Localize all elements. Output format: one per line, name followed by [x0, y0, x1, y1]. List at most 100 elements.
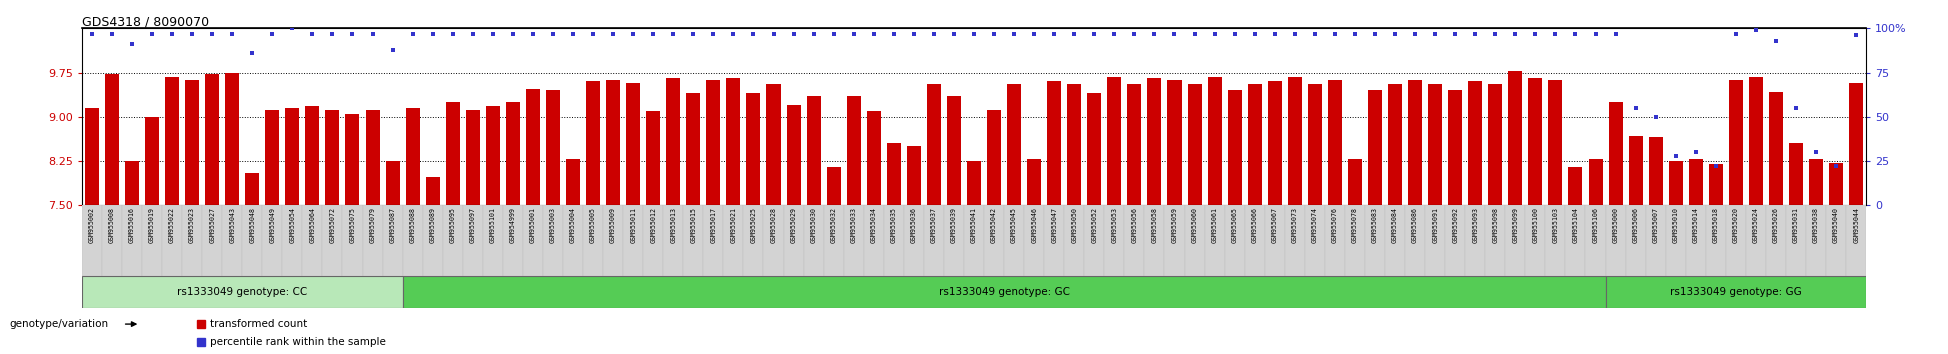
Point	[1159, 31, 1190, 36]
Point	[1560, 31, 1592, 36]
Bar	[263, 205, 282, 276]
Point	[1800, 149, 1831, 155]
Bar	[625, 82, 641, 205]
Text: GSM955016: GSM955016	[129, 207, 134, 244]
Text: GSM955059: GSM955059	[1171, 207, 1177, 244]
Bar	[125, 161, 138, 205]
Bar	[1247, 84, 1262, 205]
Point	[76, 31, 107, 36]
Text: GSM955089: GSM955089	[431, 207, 436, 244]
Text: GSM955097: GSM955097	[469, 207, 475, 244]
Bar	[1068, 84, 1081, 205]
Bar	[1305, 205, 1325, 276]
Text: GSM955033: GSM955033	[851, 207, 857, 244]
Text: GSM955047: GSM955047	[1052, 207, 1058, 244]
Text: GSM955067: GSM955067	[1272, 207, 1278, 244]
Bar	[203, 205, 222, 276]
Point	[1580, 31, 1611, 36]
Text: GSM955076: GSM955076	[1332, 207, 1338, 244]
Bar	[884, 205, 904, 276]
Bar	[604, 205, 623, 276]
Bar	[366, 110, 380, 205]
Text: GSM954999: GSM954999	[510, 207, 516, 244]
Bar	[185, 80, 199, 205]
Bar	[643, 205, 662, 276]
Bar	[703, 205, 723, 276]
Bar	[662, 205, 684, 276]
Bar	[382, 205, 403, 276]
Bar	[427, 177, 440, 205]
Point	[678, 31, 709, 36]
Point	[1640, 114, 1671, 120]
Point	[1780, 105, 1812, 111]
Bar	[1788, 143, 1804, 205]
Bar	[867, 111, 880, 205]
Bar	[1625, 205, 1646, 276]
Point	[236, 50, 267, 56]
Text: GSM955091: GSM955091	[1432, 207, 1438, 244]
Bar	[945, 205, 964, 276]
Text: GSM955087: GSM955087	[390, 207, 395, 244]
Text: transformed count: transformed count	[210, 319, 308, 329]
Point	[1038, 31, 1069, 36]
Bar	[503, 205, 522, 276]
Bar	[1689, 159, 1703, 205]
Bar	[1605, 205, 1625, 276]
Bar	[222, 205, 242, 276]
Point	[136, 31, 168, 36]
Bar	[746, 93, 760, 205]
Text: GSM955037: GSM955037	[931, 207, 937, 244]
Bar	[1325, 205, 1344, 276]
Point	[177, 31, 208, 36]
Bar	[325, 110, 339, 205]
Point	[538, 31, 569, 36]
Text: GSM955050: GSM955050	[1071, 207, 1077, 244]
Bar	[764, 205, 783, 276]
Text: GSM955040: GSM955040	[1833, 207, 1839, 244]
Text: rs1333049 genotype: GC: rs1333049 genotype: GC	[939, 287, 1069, 297]
Bar	[522, 205, 543, 276]
Point	[637, 31, 668, 36]
Bar	[362, 205, 382, 276]
Bar	[586, 81, 600, 205]
Point	[1500, 31, 1531, 36]
Text: percentile rank within the sample: percentile rank within the sample	[210, 337, 386, 348]
Bar	[1245, 205, 1264, 276]
Point	[999, 31, 1030, 36]
Text: GSM955073: GSM955073	[1292, 207, 1297, 244]
Bar	[1545, 205, 1566, 276]
Bar	[1484, 205, 1506, 276]
Bar	[1085, 205, 1105, 276]
Point	[1841, 33, 1872, 38]
Text: GSM955088: GSM955088	[409, 207, 415, 244]
Point	[216, 31, 247, 36]
Text: GSM955026: GSM955026	[1773, 207, 1779, 244]
Point	[356, 31, 388, 36]
Text: GSM955024: GSM955024	[1753, 207, 1759, 244]
Point	[1720, 31, 1751, 36]
Point	[477, 31, 508, 36]
Text: GSM955092: GSM955092	[1451, 207, 1459, 244]
Text: GSM955019: GSM955019	[148, 207, 156, 244]
Bar	[386, 161, 399, 205]
Point	[1118, 31, 1149, 36]
Point	[1239, 31, 1270, 36]
Text: GSM955038: GSM955038	[1814, 207, 1819, 244]
Point	[818, 31, 849, 36]
Bar	[282, 205, 302, 276]
Bar	[181, 205, 203, 276]
Bar	[1106, 77, 1122, 205]
Text: GSM955025: GSM955025	[750, 207, 756, 244]
Text: GSM955021: GSM955021	[730, 207, 736, 244]
Bar	[82, 205, 101, 276]
Bar	[166, 77, 179, 205]
Text: GSM955083: GSM955083	[1371, 207, 1377, 244]
Point	[95, 31, 127, 36]
Bar	[1666, 205, 1685, 276]
Point	[1299, 31, 1330, 36]
Bar	[1204, 205, 1225, 276]
Bar	[205, 74, 220, 205]
Point	[1258, 31, 1290, 36]
Bar	[606, 80, 619, 205]
Text: GSM955079: GSM955079	[370, 207, 376, 244]
